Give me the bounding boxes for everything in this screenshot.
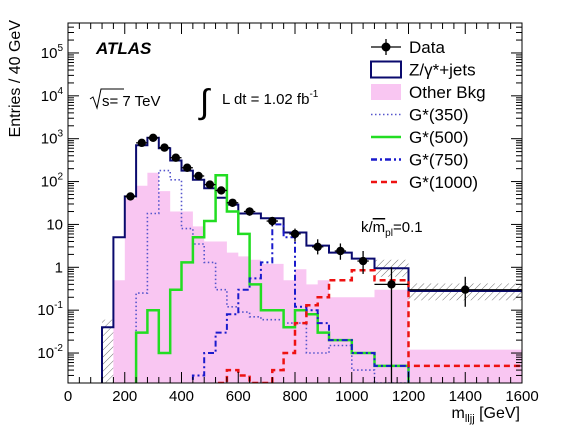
other-bkg-histogram — [113, 172, 522, 383]
coupling-label: k/mpl=0.1 — [361, 219, 423, 239]
y-tick-label: 104 — [41, 86, 64, 105]
data-point — [374, 267, 409, 383]
y-tick-label: 10-2 — [37, 343, 63, 362]
legend-item-g750: G*(750) — [371, 151, 469, 170]
legend-item-g500: G*(500) — [371, 128, 469, 147]
data-point — [124, 192, 137, 201]
g500-histogram — [134, 174, 410, 383]
data-point — [192, 171, 205, 181]
x-tick-label: 200 — [112, 388, 137, 405]
integral-symbol: ∫ — [198, 83, 211, 121]
data-point — [243, 207, 256, 216]
data-point — [215, 186, 227, 195]
data-point — [408, 276, 522, 307]
legend-label: G*(350) — [409, 106, 469, 125]
data-point — [266, 216, 278, 227]
data-point — [289, 228, 301, 242]
data-point — [147, 133, 159, 142]
svg-text:k/mpl=0.1: k/mpl=0.1 — [361, 219, 423, 239]
legend-label: G*(1000) — [409, 173, 478, 192]
svg-text:s= 7 TeV: s= 7 TeV — [102, 93, 161, 110]
y-tick-label: 10 — [46, 216, 63, 233]
data-point — [170, 153, 182, 162]
legend-item-other: Other Bkg — [371, 83, 486, 102]
data-point — [312, 239, 324, 255]
y-tick-label: 102 — [41, 172, 64, 191]
legend-label: G*(750) — [409, 151, 469, 170]
data-point — [226, 198, 239, 207]
x-tick-label: 400 — [169, 388, 194, 405]
legend-label: Data — [409, 38, 445, 57]
y-axis-title: Entries / 40 GeV — [7, 20, 24, 138]
y-tick-label: 105 — [41, 43, 64, 62]
legend-label: Z/γ*+jets — [409, 61, 476, 80]
x-axis-title: mlljj [GeV] — [452, 405, 520, 425]
legend-label: Other Bkg — [409, 83, 486, 102]
legend-item-g350: G*(350) — [371, 106, 469, 125]
x-tick-label: 600 — [226, 388, 251, 405]
g750-histogram — [191, 223, 410, 383]
coupling-mass-symbol: m — [373, 219, 386, 236]
data-point — [204, 180, 216, 189]
axis-ticks: 0 200 400 600 800 1000 1200 1400 1600 10-2 10-1 1 10… — [37, 22, 539, 405]
data-point — [357, 251, 369, 274]
uncertainty-band-bin — [102, 319, 114, 383]
legend-item-zjets: Z/γ*+jets — [370, 60, 476, 80]
legend-item-data: Data — [371, 38, 445, 57]
legend: Data Z/γ*+jets Other Bkg G*(350) G*(500) G*(7… — [370, 38, 486, 192]
data-point — [136, 138, 148, 148]
atlas-label: ATLAS — [95, 39, 152, 58]
data-point — [181, 163, 193, 172]
x-tick-label: 800 — [282, 388, 307, 405]
data-point — [334, 243, 347, 260]
legend-label: G*(500) — [409, 128, 469, 147]
x-tick-label: 1000 — [335, 388, 368, 405]
energy-label: s= 7 TeV — [89, 88, 161, 110]
data-point — [158, 143, 171, 152]
y-tick-label: 1 — [55, 259, 63, 276]
y-tick-label: 103 — [41, 129, 64, 148]
sqrt-symbol — [89, 88, 124, 110]
y-tick-label: 10-1 — [37, 300, 63, 319]
x-tick-label: 0 — [64, 388, 72, 405]
legend-item-g1000: G*(1000) — [371, 173, 478, 192]
x-tick-label: 1200 — [392, 388, 425, 405]
svg-text:L dt = 1.02 fb-1: L dt = 1.02 fb-1 — [222, 89, 319, 108]
data-points — [124, 133, 522, 383]
luminosity-label: ∫ L dt = 1.02 fb-1 — [198, 83, 319, 121]
x-tick-label: 1400 — [449, 388, 482, 405]
x-tick-label: 1600 — [505, 388, 538, 405]
